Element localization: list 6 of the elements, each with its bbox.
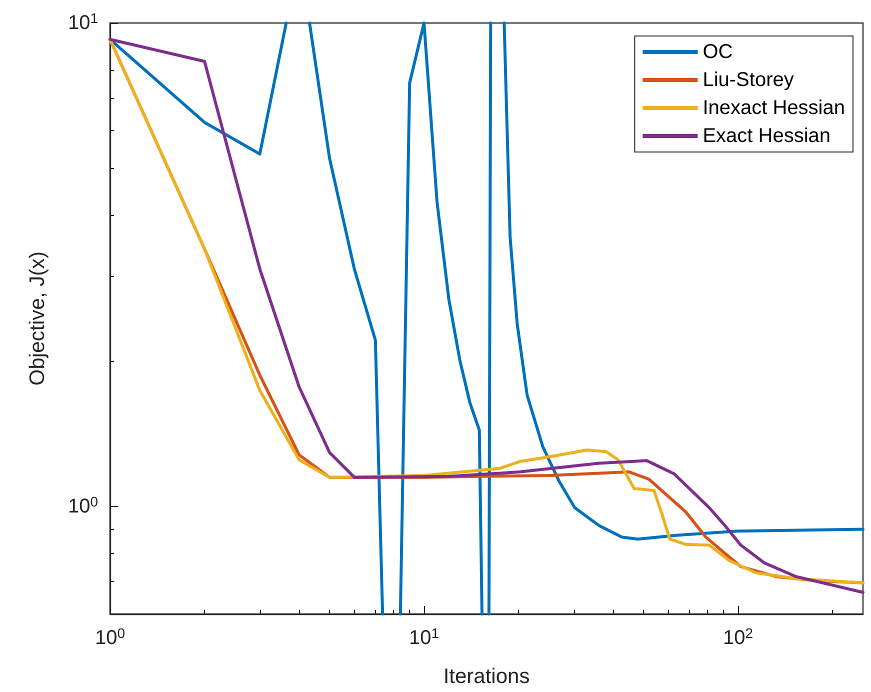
legend-label: Liu-Storey bbox=[702, 69, 794, 91]
legend-label: Inexact Hessian bbox=[702, 97, 845, 119]
y-axis-title: Objective, J(x) bbox=[26, 251, 49, 386]
x-axis-title: Iterations bbox=[443, 665, 530, 688]
legend-label: Exact Hessian bbox=[702, 125, 831, 147]
legend-label: OC bbox=[702, 41, 733, 63]
